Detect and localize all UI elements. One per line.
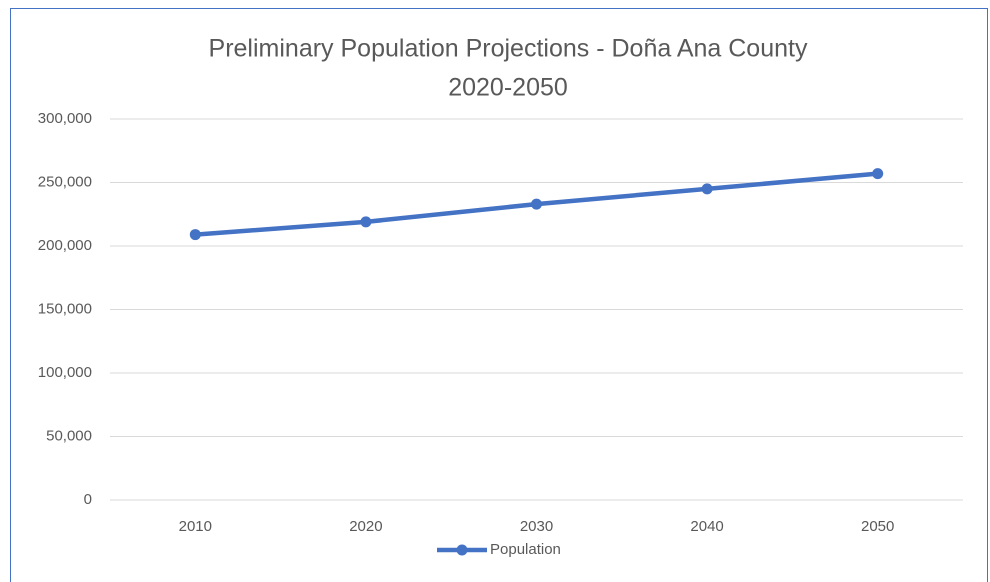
data-point bbox=[360, 216, 372, 228]
chart-subtitle: 2020-2050 bbox=[448, 74, 568, 102]
data-point bbox=[701, 183, 713, 195]
y-tick-label: 150,000 bbox=[38, 300, 92, 317]
x-tick-label: 2010 bbox=[179, 518, 212, 535]
x-tick-label: 2030 bbox=[520, 518, 553, 535]
chart-frame bbox=[10, 8, 988, 582]
y-tick-label: 0 bbox=[84, 491, 92, 508]
x-tick-label: 2050 bbox=[861, 518, 894, 535]
legend-marker bbox=[456, 544, 468, 556]
data-point bbox=[189, 229, 201, 241]
chart-title: Preliminary Population Projections - Doñ… bbox=[209, 35, 808, 63]
y-tick-label: 100,000 bbox=[38, 364, 92, 381]
data-point bbox=[531, 198, 542, 210]
data-point bbox=[872, 168, 884, 180]
y-tick-label: 250,000 bbox=[38, 173, 92, 190]
y-tick-label: 50,000 bbox=[46, 427, 92, 444]
y-tick-label: 300,000 bbox=[38, 110, 92, 127]
legend-label: Population bbox=[490, 541, 561, 558]
x-tick-label: 2020 bbox=[349, 518, 382, 535]
x-tick-label: 2040 bbox=[690, 518, 723, 535]
y-tick-label: 200,000 bbox=[38, 237, 92, 254]
